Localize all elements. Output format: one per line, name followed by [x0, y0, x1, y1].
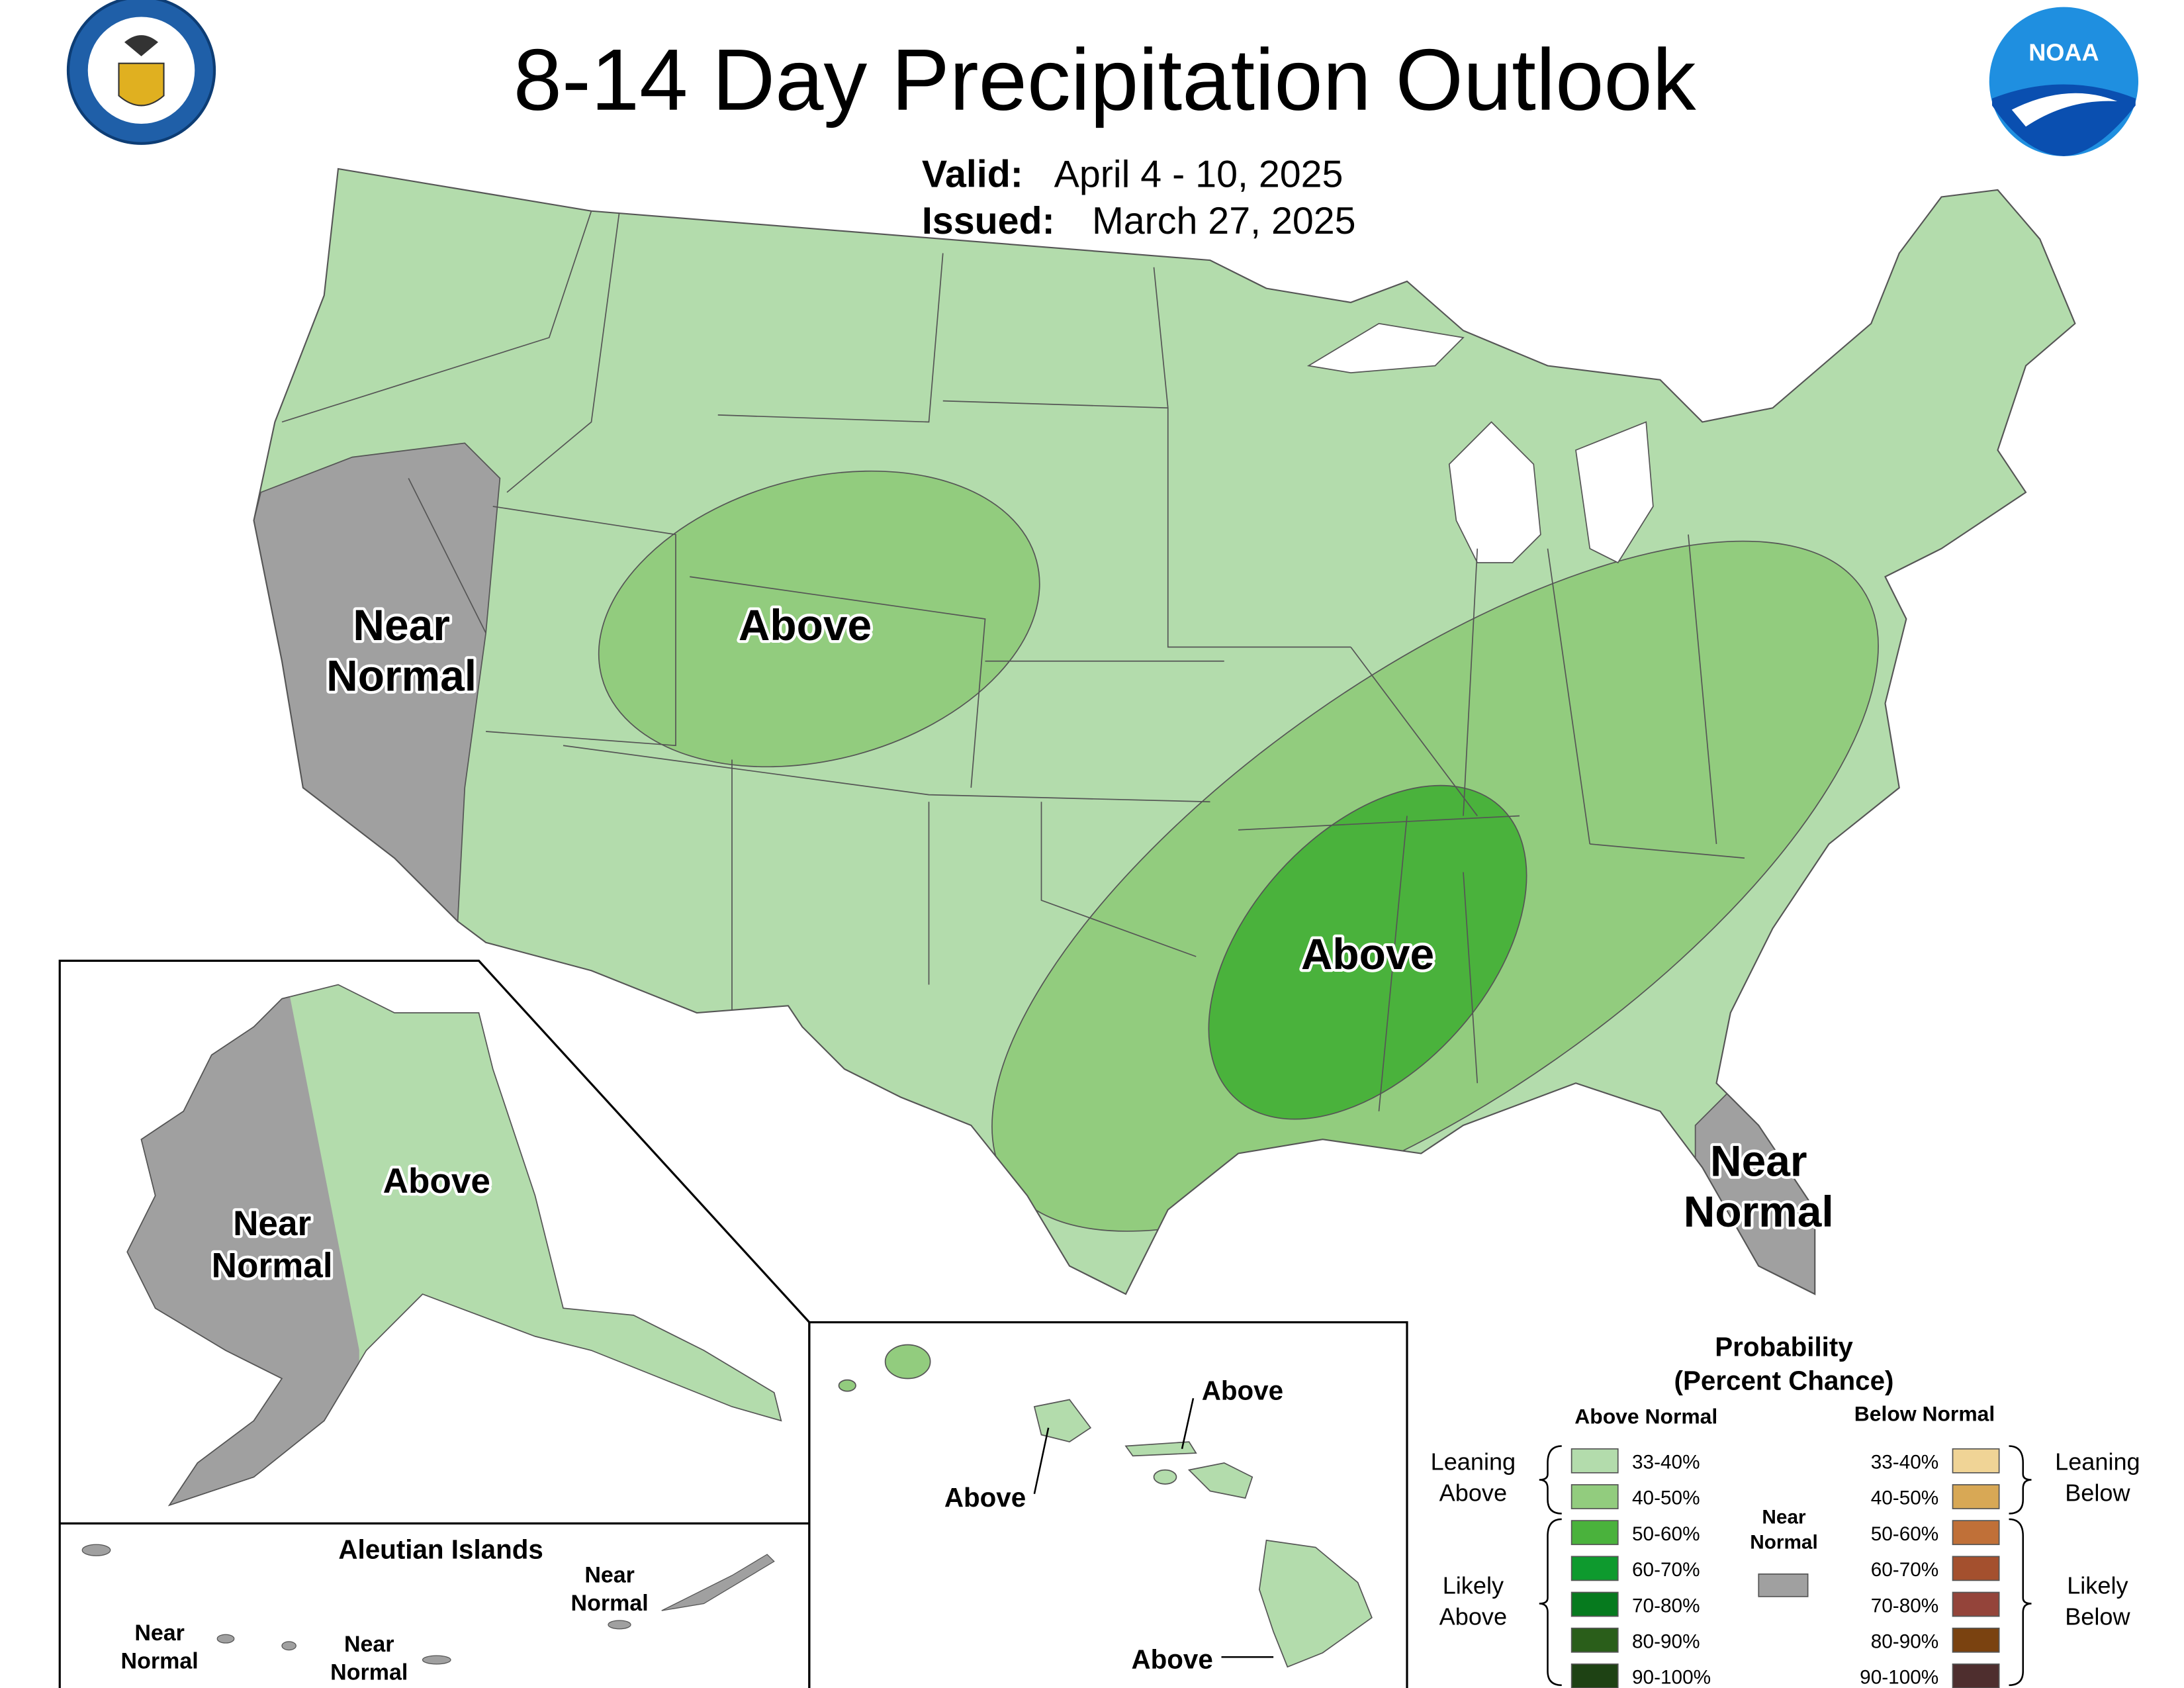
label-line: Above [1202, 1375, 1283, 1405]
label-line: Above [1131, 1644, 1212, 1674]
label-line: Normal [212, 1246, 333, 1286]
legend-range: 60-70% [1632, 1559, 1700, 1581]
legend-range: 33-40% [1871, 1452, 1939, 1474]
aleutian-islands [81, 1544, 775, 1665]
legend-swatch [1952, 1448, 2000, 1474]
issued-date: March 27, 2025 [1092, 200, 1356, 242]
legend-swatch [1952, 1591, 2000, 1617]
hawaii-islands [838, 1344, 1373, 1668]
legend-header: Below Normal [1854, 1401, 1995, 1425]
label-line: Near [1710, 1137, 1807, 1186]
legend-title: (Percent Chance) [1674, 1366, 1894, 1396]
state-lines [281, 211, 1745, 1111]
map-label: Above [1202, 1375, 1283, 1405]
label-line: Near [584, 1563, 635, 1588]
group-label: Leaning [2055, 1448, 2140, 1476]
legend-swatch [1952, 1664, 2000, 1688]
map-label: Near Normal [330, 1632, 408, 1685]
group-label: Above [1439, 1603, 1507, 1630]
legend-swatch [1570, 1627, 1619, 1653]
title: 8-14 Day Precipitation Outlook [514, 31, 1697, 128]
legend-swatch [1570, 1591, 1619, 1617]
noaa-logo: NOAA [1989, 7, 2138, 156]
legend-range: 60-70% [1871, 1559, 1939, 1581]
group-label: Leaning [1431, 1448, 1516, 1476]
legend-header: Above Normal [1574, 1405, 1717, 1429]
label-line: Normal [571, 1591, 649, 1616]
legend-swatch [1570, 1448, 1619, 1474]
legend-range: 90-100% [1860, 1667, 1938, 1688]
legend-range: 33-40% [1632, 1452, 1700, 1474]
legend-swatch [1952, 1556, 2000, 1581]
legend-range: 40-50% [1871, 1487, 1939, 1509]
map-label: Near Normal [1684, 1137, 1834, 1237]
valid-dates: April 4 - 10, 2025 [1054, 154, 1343, 196]
great-lakes [1306, 322, 1654, 564]
map-label: Near Normal [326, 600, 477, 700]
near-normal-label: Near [1762, 1506, 1806, 1528]
legend-swatch [1570, 1556, 1619, 1581]
label-line: Normal [330, 1660, 408, 1685]
legend-range: 70-80% [1871, 1595, 1939, 1617]
label-line: Normal [121, 1648, 199, 1673]
hawaii-frame [808, 1321, 1408, 1688]
group-label: Above [1439, 1479, 1507, 1506]
map-label: Above [739, 600, 872, 649]
legend-range: 50-60% [1871, 1523, 1939, 1545]
label-line: Above [1301, 929, 1434, 978]
map-label: Near Normal [121, 1620, 199, 1674]
legend-swatch [1570, 1520, 1619, 1546]
issued-label: Issued: [922, 200, 1055, 242]
legend-range: 40-50% [1632, 1487, 1700, 1509]
label-line: Above [383, 1162, 490, 1201]
legend: Probability (Percent Chance) Above Norma… [1431, 1332, 2140, 1688]
map-label: Near Normal [571, 1563, 649, 1617]
legend-swatch [1952, 1484, 2000, 1509]
group-label: Likely [1443, 1572, 1504, 1599]
group-label: Likely [2067, 1572, 2128, 1599]
label-line: Normal [326, 651, 477, 700]
label-line: Near [344, 1632, 394, 1657]
doc-seal [66, 0, 216, 145]
near-normal-swatch [1758, 1573, 1809, 1597]
label-line: Near [353, 600, 449, 649]
legend-swatch [1952, 1627, 2000, 1653]
map-label: Above [1131, 1644, 1212, 1674]
aleutian-title: Aleutian Islands [338, 1534, 543, 1565]
legend-swatch [1570, 1484, 1619, 1509]
leader-lines [1033, 1397, 1274, 1658]
legend-title: Probability [1715, 1332, 1853, 1362]
legend-swatch [1952, 1520, 2000, 1546]
legend-range: 90-100% [1632, 1667, 1711, 1688]
map-label: Near Normal [212, 1204, 333, 1286]
label-line: Normal [1684, 1187, 1834, 1236]
group-label: Below [2065, 1479, 2130, 1506]
region-likely-above [1208, 784, 1527, 1120]
region-above-rockies [598, 470, 1040, 768]
legend-range: 80-90% [1871, 1630, 1939, 1652]
near-normal-label: Normal [1750, 1532, 1818, 1554]
legend-range: 50-60% [1632, 1523, 1700, 1545]
valid-label: Valid: [922, 154, 1023, 196]
map-label: Above [944, 1482, 1026, 1513]
group-label: Below [2065, 1603, 2130, 1630]
legend-range: 70-80% [1632, 1595, 1700, 1617]
map-label: Above [1301, 929, 1434, 978]
noaa-text: NOAA [2028, 38, 2099, 66]
label-line: Near [233, 1204, 311, 1243]
label-line: Above [739, 600, 872, 649]
braces [1539, 1445, 2032, 1687]
label-line: Near [134, 1620, 185, 1646]
legend-range: 80-90% [1632, 1630, 1700, 1652]
label-line: Above [944, 1482, 1026, 1513]
map-label: Above [383, 1162, 490, 1201]
legend-swatch [1570, 1664, 1619, 1688]
